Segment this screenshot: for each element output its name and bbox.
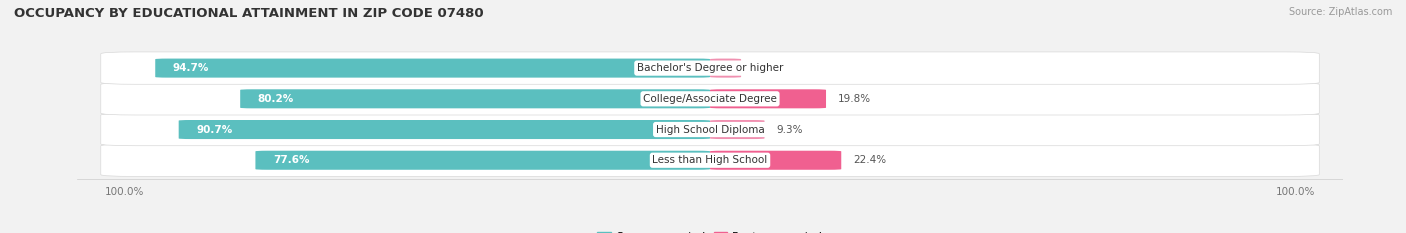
FancyBboxPatch shape [101,83,1319,115]
Text: 80.2%: 80.2% [257,94,294,104]
Text: College/Associate Degree: College/Associate Degree [643,94,778,104]
FancyBboxPatch shape [179,120,710,139]
Text: 94.7%: 94.7% [173,63,209,73]
FancyBboxPatch shape [101,52,1319,84]
Text: 9.3%: 9.3% [776,124,803,134]
Text: 5.3%: 5.3% [752,63,779,73]
Legend: Owner-occupied, Renter-occupied: Owner-occupied, Renter-occupied [593,227,827,233]
FancyBboxPatch shape [155,58,710,78]
FancyBboxPatch shape [101,113,1319,146]
Text: Bachelor's Degree or higher: Bachelor's Degree or higher [637,63,783,73]
FancyBboxPatch shape [710,89,827,108]
FancyBboxPatch shape [710,58,741,78]
Text: 90.7%: 90.7% [197,124,232,134]
Text: High School Diploma: High School Diploma [655,124,765,134]
FancyBboxPatch shape [710,120,765,139]
FancyBboxPatch shape [240,89,710,108]
FancyBboxPatch shape [710,151,841,170]
Text: 77.6%: 77.6% [273,155,309,165]
Text: 19.8%: 19.8% [838,94,870,104]
FancyBboxPatch shape [101,144,1319,176]
Text: Source: ZipAtlas.com: Source: ZipAtlas.com [1288,7,1392,17]
Text: Less than High School: Less than High School [652,155,768,165]
Text: OCCUPANCY BY EDUCATIONAL ATTAINMENT IN ZIP CODE 07480: OCCUPANCY BY EDUCATIONAL ATTAINMENT IN Z… [14,7,484,20]
Text: 22.4%: 22.4% [853,155,886,165]
FancyBboxPatch shape [256,151,710,170]
